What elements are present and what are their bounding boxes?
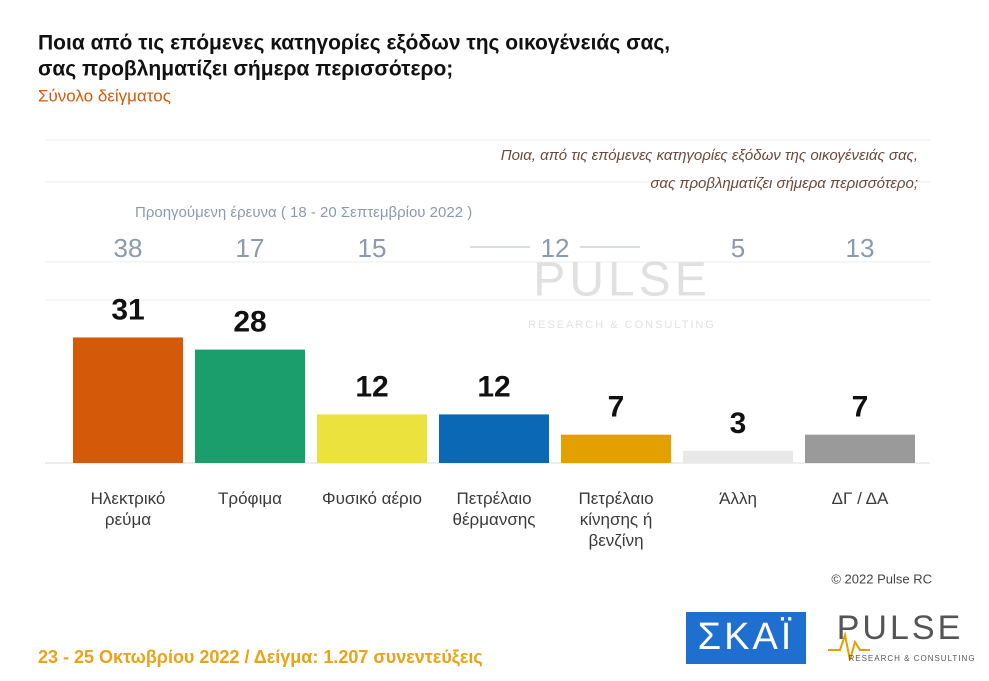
bar	[73, 337, 183, 463]
category-label: Τρόφιμα	[218, 489, 282, 508]
category-label: Φυσικό αέριο	[322, 489, 422, 508]
bar	[683, 450, 793, 463]
bar	[805, 434, 915, 463]
previous-value: 5	[731, 233, 745, 263]
footer: 23 - 25 Οκτωβρίου 2022 / Δείγμα: 1.207 σ…	[38, 647, 483, 668]
previous-value: 12	[541, 233, 570, 263]
title-line: σας προβληματίζει σήμερα περισσότερο;	[38, 58, 453, 81]
pulse-logo-icon	[828, 631, 870, 661]
bar	[317, 414, 427, 463]
bar	[439, 414, 549, 463]
subtitle: Σύνολο δείγματος	[38, 86, 171, 105]
category-label: Πετρέλαιο θέρμανσης	[452, 489, 536, 529]
previous-value: 38	[114, 233, 143, 263]
category-label: Πετρέλαιο κίνησης ή βενζίνη	[578, 489, 654, 550]
bar	[561, 434, 671, 463]
title-line: Ποια από τις επόμενες κατηγορίες εξόδων …	[38, 32, 670, 55]
skai-logo-box	[686, 612, 806, 664]
value-label: 7	[852, 391, 869, 424]
previous-value: 15	[358, 233, 387, 263]
category-label: ΔΓ / ΔΑ	[831, 489, 889, 508]
bar	[195, 349, 305, 463]
skai-logo: ΣΚΑΪ	[698, 616, 795, 658]
previous-survey-label: Προηγούμενη έρευνα ( 18 - 20 Σεπτεμβρίου…	[135, 204, 472, 221]
watermark-text: PULSE	[533, 254, 710, 307]
value-label: 28	[233, 306, 266, 339]
category-label: Άλλη	[719, 489, 757, 508]
category-label: Ηλεκτρικό ρεύμα	[90, 489, 166, 529]
pulse-logo: PULSE	[837, 609, 964, 647]
value-label: 12	[355, 370, 388, 403]
previous-value: 13	[846, 233, 875, 263]
copyright: © 2022 Pulse RC	[831, 571, 932, 586]
watermark: PULSE RESEARCH & CONSULTING	[528, 254, 716, 331]
value-label: 12	[477, 370, 510, 403]
value-label: 7	[608, 391, 625, 424]
question-note: Ποια, από τις επόμενες κατηγορίες εξόδων…	[501, 147, 918, 164]
value-label: 31	[111, 293, 144, 326]
pulse-tagline: RESEARCH & CONSULTING	[848, 654, 975, 663]
value-label: 3	[730, 407, 747, 440]
question-note: σας προβληματίζει σήμερα περισσότερο;	[650, 175, 918, 192]
watermark-tagline: RESEARCH & CONSULTING	[528, 319, 716, 331]
previous-value: 17	[236, 233, 265, 263]
